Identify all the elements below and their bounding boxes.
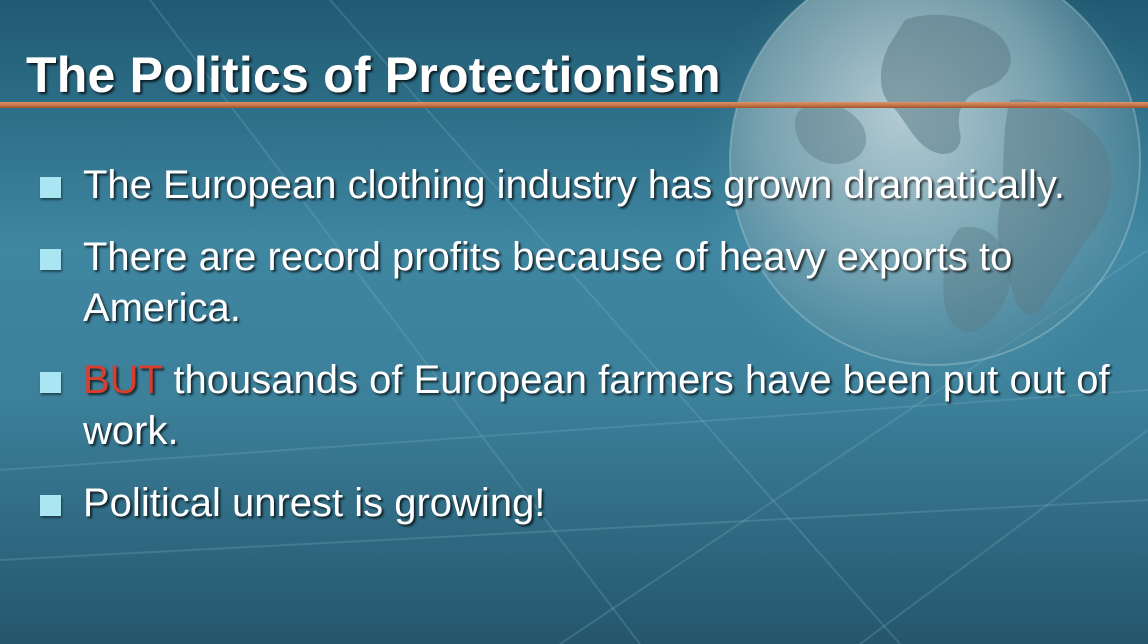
bullet-square-icon — [40, 177, 61, 198]
bullet-item: Political unrest is growing! — [40, 478, 1130, 529]
bullet-text: The European clothing industry has grown… — [83, 163, 1065, 207]
bullet-item: The European clothing industry has grown… — [40, 160, 1130, 211]
bullet-square-icon — [40, 372, 61, 393]
bullet-item: BUT thousands of European farmers have b… — [40, 355, 1130, 457]
bullet-square-icon — [40, 249, 61, 270]
bullet-list: The European clothing industry has grown… — [40, 160, 1130, 550]
bullet-square-icon — [40, 495, 61, 516]
slide-title: The Politics of Protectionism — [26, 47, 721, 103]
title-bar: The Politics of Protectionism — [0, 0, 1148, 108]
bullet-item: There are record profits because of heav… — [40, 232, 1130, 334]
title-divider — [0, 102, 1148, 108]
globe-icon — [729, 0, 1141, 366]
bullet-text: Political unrest is growing! — [83, 481, 546, 525]
bullet-text: There are record profits because of heav… — [83, 235, 1013, 330]
bullet-text: thousands of European farmers have been … — [83, 358, 1110, 453]
bullet-highlight: BUT — [83, 358, 163, 402]
